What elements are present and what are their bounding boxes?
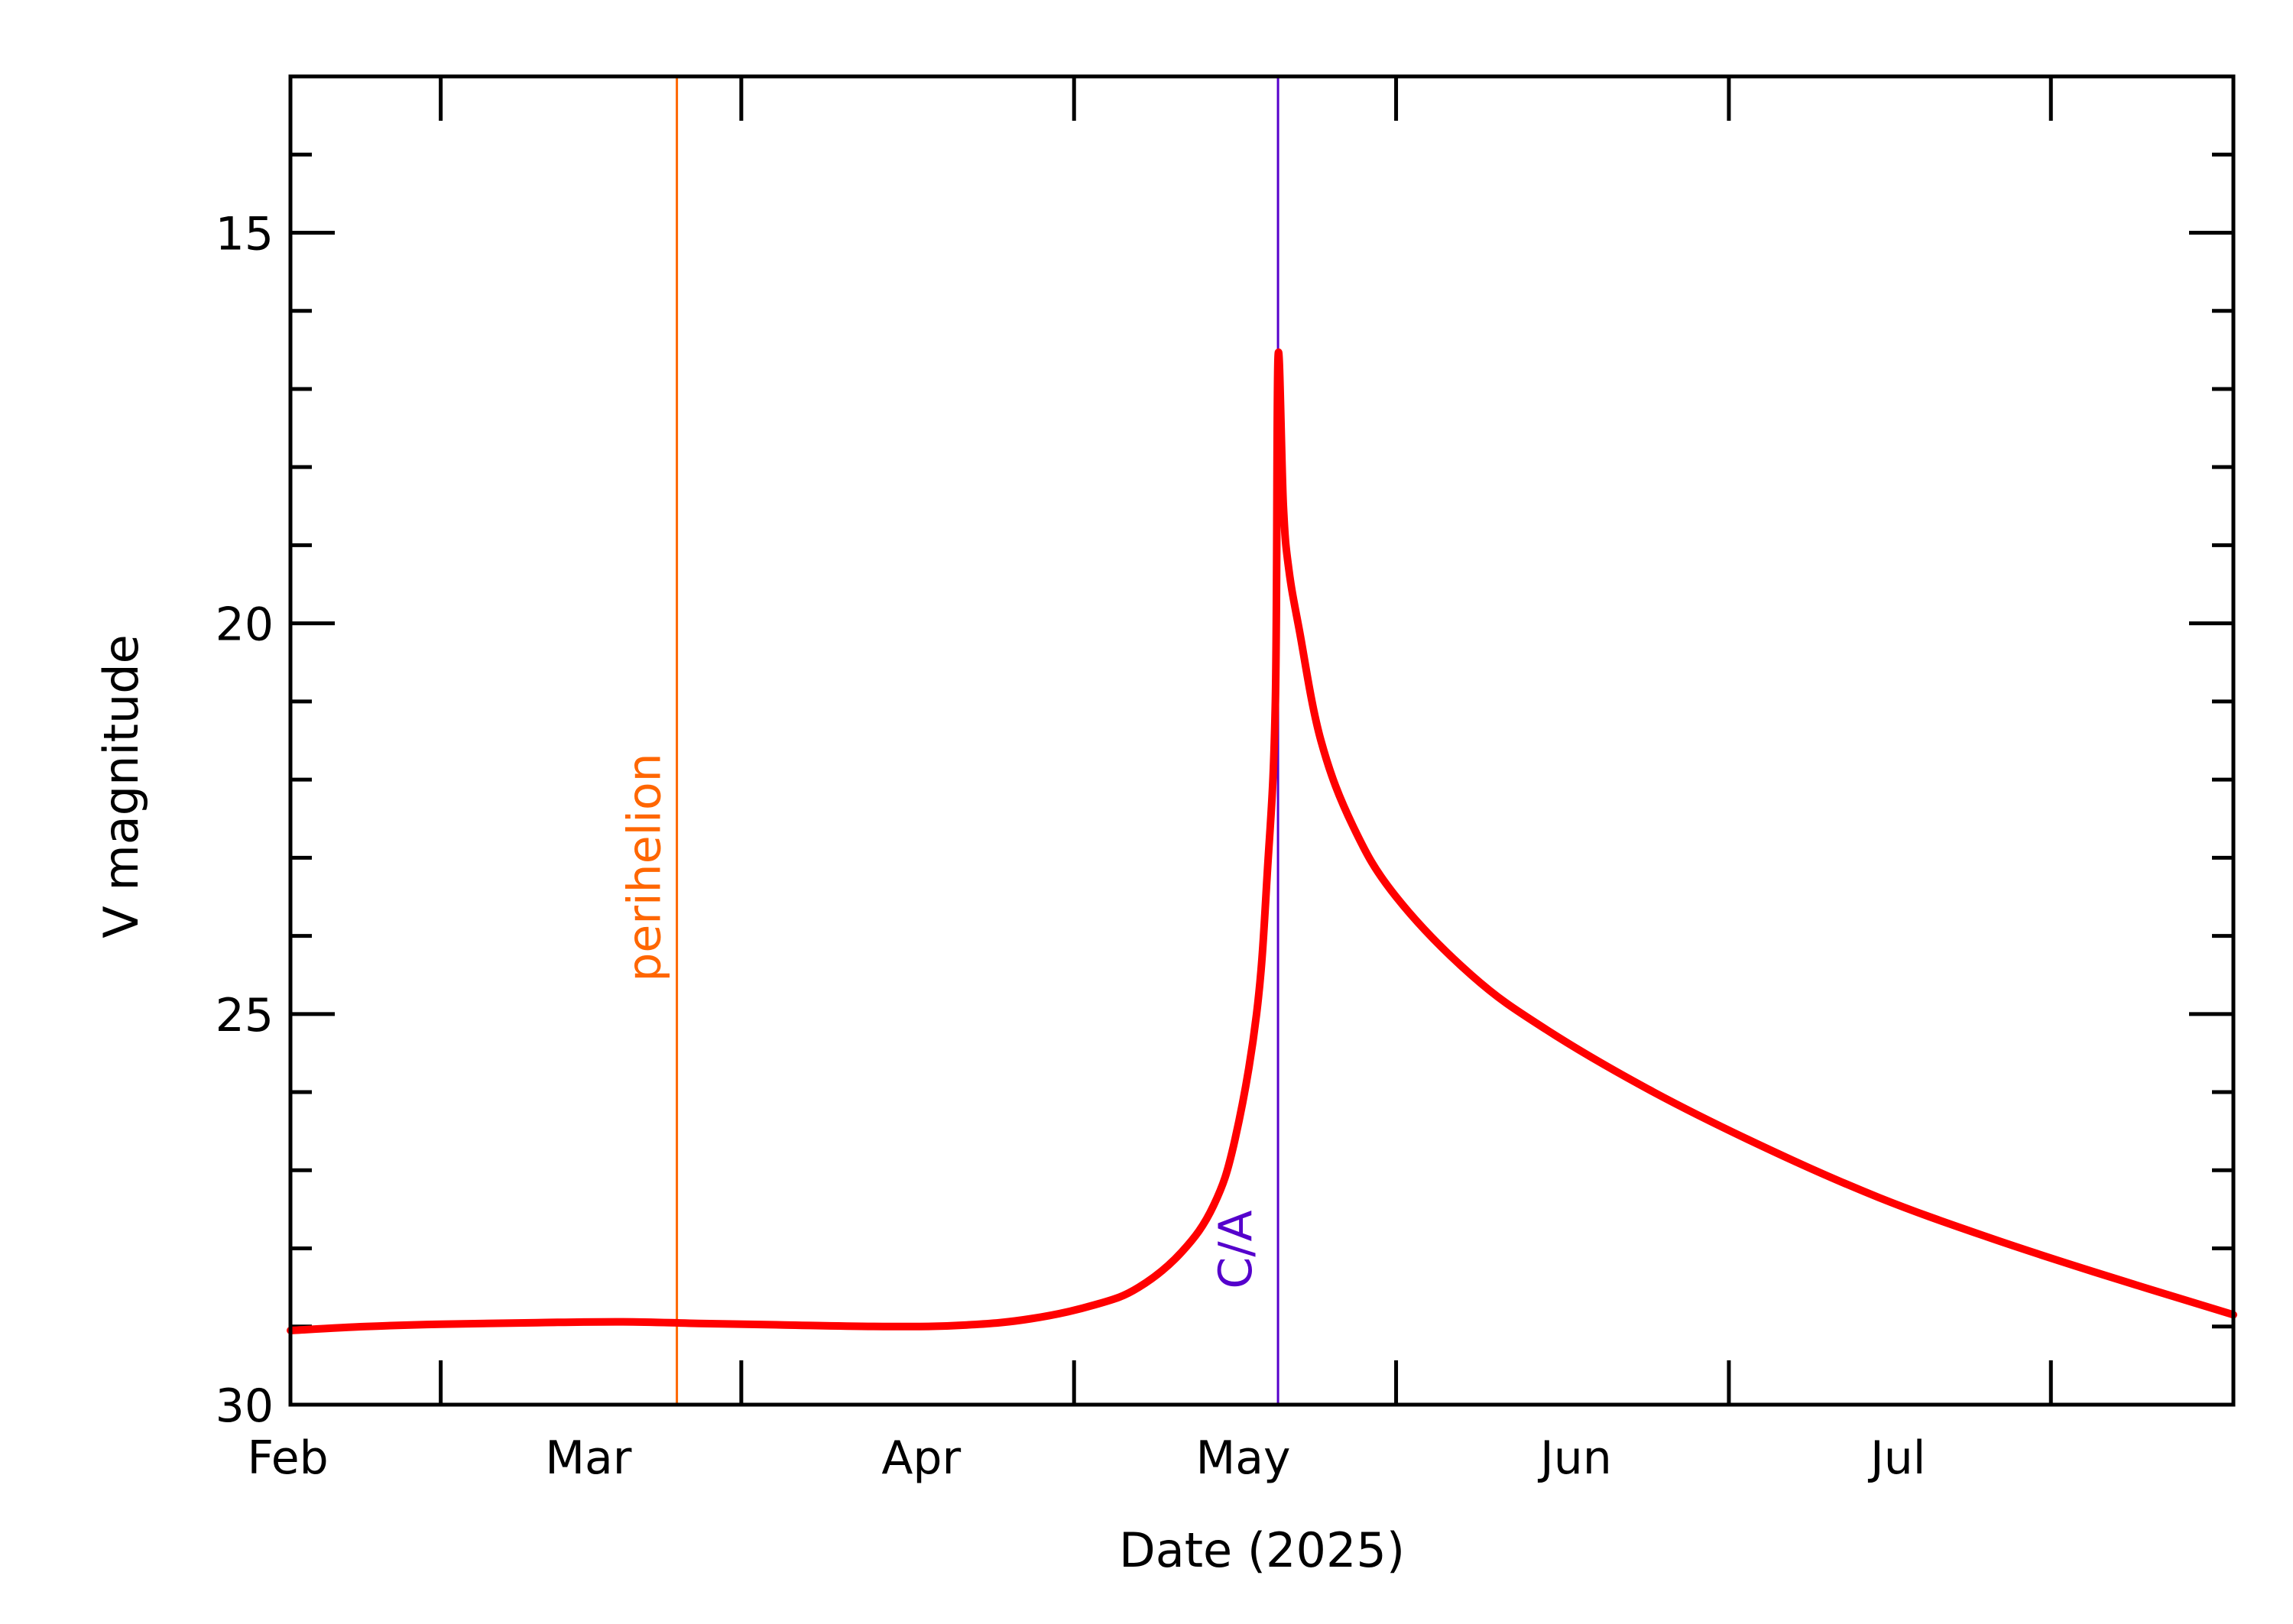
x-tick-label: Jun xyxy=(1537,1431,1612,1485)
x-tick-label: Jul xyxy=(1867,1431,1925,1485)
x-tick-label: Feb xyxy=(248,1431,329,1485)
perihelion-label: perihelion xyxy=(618,753,672,981)
x-tick-label: Apr xyxy=(881,1431,961,1485)
y-axis-title: V magnitude xyxy=(93,634,149,938)
plot-frame xyxy=(288,74,2236,1407)
y-tick-label: 15 xyxy=(216,207,274,261)
magnitude-series-line xyxy=(287,348,2237,1334)
x-tick-label: May xyxy=(1196,1431,1291,1485)
y-tick-label: 25 xyxy=(216,989,274,1042)
y-tick-label: 20 xyxy=(216,598,274,652)
x-tick-label: Mar xyxy=(545,1431,632,1485)
ca-label: C/A xyxy=(1209,1210,1263,1289)
x-axis-title: Date (2025) xyxy=(1119,1522,1405,1578)
y-tick-label: 30 xyxy=(216,1379,274,1433)
